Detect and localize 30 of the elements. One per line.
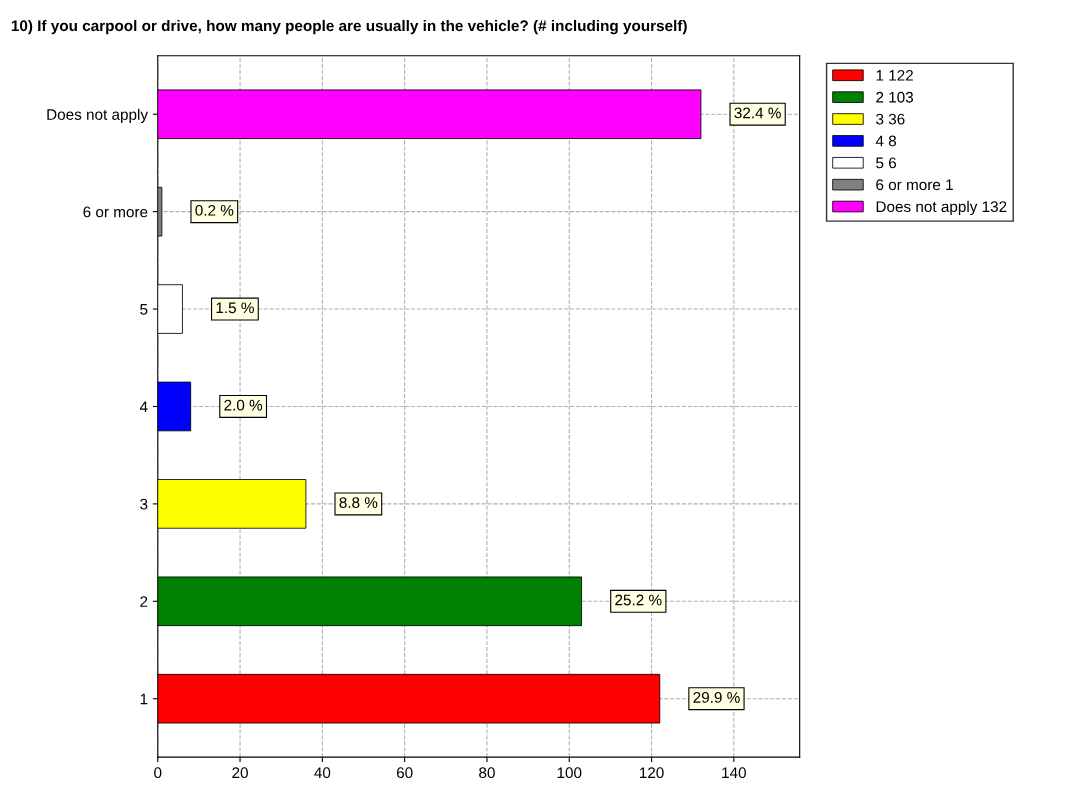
- annotation: 8.8 %: [339, 497, 378, 508]
- x-tick-label: 140: [722, 767, 746, 779]
- y-tick-label: 2: [140, 596, 148, 607]
- legend-label: 4 8: [875, 135, 897, 147]
- x-tick-label: 120: [639, 767, 664, 779]
- annotation: 2.0 %: [224, 399, 263, 411]
- y-tick-label: 4: [139, 401, 148, 413]
- annotation: 29.9 %: [693, 691, 740, 703]
- legend-label: 5 6: [876, 157, 897, 169]
- y-tick-label: 6 or more: [83, 206, 148, 218]
- x-tick-label: 100: [557, 767, 582, 779]
- y-tick-label: 5: [140, 304, 148, 315]
- y-tick-label: 3: [140, 498, 148, 510]
- x-tick-label: 20: [232, 767, 248, 779]
- x-tick-label: 60: [396, 767, 413, 779]
- legend-label: 2 103: [876, 91, 914, 103]
- chart-title: 10) If you carpool or drive, how many people are usually in the vehicle? (# including yourself): [11, 19, 687, 35]
- x-tick-label: 0: [154, 767, 162, 779]
- legend-label: 3 36: [876, 113, 905, 125]
- legend-label: Does not apply 132: [876, 200, 1007, 216]
- annotation: 1.5 %: [216, 302, 254, 314]
- x-tick-label: 40: [314, 767, 331, 779]
- annotation: 0.2 %: [195, 204, 234, 216]
- y-tick-label: 1: [140, 693, 148, 705]
- legend-label: 6 or more 1: [876, 179, 953, 191]
- x-tick-label: 80: [479, 767, 495, 779]
- annotation: 32.4 %: [734, 107, 781, 119]
- legend-label: 1 122: [876, 69, 913, 81]
- y-tick-label: Does not apply: [47, 108, 149, 123]
- annotation: 25.2 %: [615, 594, 662, 606]
